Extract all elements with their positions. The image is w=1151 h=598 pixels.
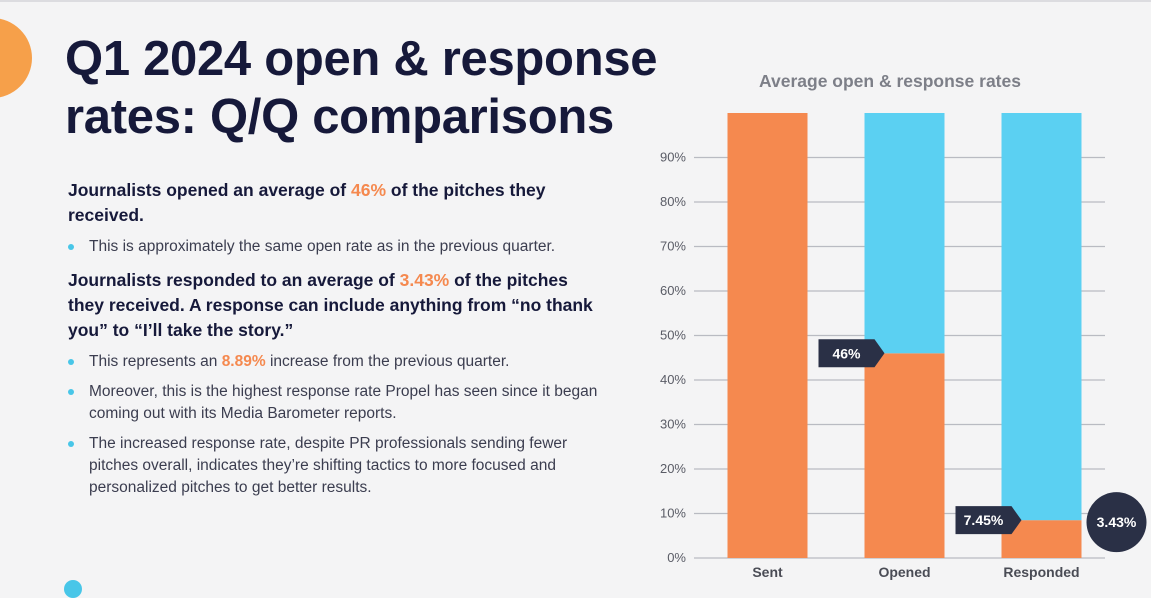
bar-chart: 0% 10% 20% 30% 40% 50% 60% 70% 80% 90% Sent Opened R… <box>660 113 1147 580</box>
x-tick-label: Opened <box>878 564 930 580</box>
increase-bullet-a: This represents an <box>89 353 222 370</box>
y-tick-label: 80% <box>660 194 686 209</box>
response-rate-highlight: 3.43% <box>399 270 450 290</box>
increase-bullet: This represents an 8.89% increase from t… <box>68 351 608 373</box>
open-rate-lead: Journalists opened an average of 46% of … <box>68 178 608 228</box>
y-tick-label: 20% <box>660 461 686 476</box>
bar-opened-remainder <box>864 113 945 354</box>
bar-opened-rate <box>864 353 945 558</box>
y-tick-label: 40% <box>660 372 686 387</box>
y-tick-label: 70% <box>660 239 686 254</box>
y-tick-label: 50% <box>660 328 686 343</box>
highest-rate-bullet: Moreover, this is the highest response r… <box>68 381 608 425</box>
increase-highlight: 8.89% <box>221 353 266 370</box>
open-rate-highlight: 46% <box>351 180 387 200</box>
x-tick-label: Responded <box>1003 564 1079 580</box>
callout-arrow <box>818 339 885 368</box>
x-tick-label: Sent <box>752 564 783 580</box>
callout-circle-label: 3.43% <box>1097 514 1137 530</box>
bar-responded-remainder <box>1001 113 1082 521</box>
response-rate-bullets: This represents an 8.89% increase from t… <box>68 351 608 499</box>
y-tick-label: 30% <box>660 417 686 432</box>
y-tick-label: 10% <box>660 506 686 521</box>
open-rate-bullets: This is approximately the same open rate… <box>68 236 608 258</box>
text-column: Journalists opened an average of 46% of … <box>68 178 608 509</box>
top-divider <box>0 0 1151 2</box>
y-tick-label: 90% <box>660 150 686 165</box>
callout-circle <box>1086 492 1147 553</box>
callout-arrow <box>955 506 1022 535</box>
brand-logo-icon <box>64 580 82 598</box>
chart-title: Average open & response rates <box>759 71 1021 91</box>
y-tick-label: 60% <box>660 283 686 298</box>
y-tick-label: 0% <box>667 550 686 565</box>
open-rate-bullet: This is approximately the same open rate… <box>68 236 608 258</box>
increase-bullet-b: increase from the previous quarter. <box>265 353 510 370</box>
decorative-circle <box>0 18 32 98</box>
bar-sent-rate <box>727 113 808 558</box>
callout-label: 46% <box>832 345 861 361</box>
open-rate-lead-a: Journalists opened an average of <box>68 180 351 200</box>
page-title: Q1 2024 open & response rates: Q/Q compa… <box>65 32 658 144</box>
open-rate-lead-b: of the pitches they received. <box>68 180 546 225</box>
response-rate-lead-a: Journalists responded to an average of <box>68 270 400 290</box>
tactics-bullet: The increased response rate, despite PR … <box>68 433 608 499</box>
callout-label: 7.45% <box>964 512 1004 528</box>
response-rate-lead: Journalists responded to an average of 3… <box>68 268 608 343</box>
response-rate-lead-b: of the pitches they received. A response… <box>68 270 593 340</box>
